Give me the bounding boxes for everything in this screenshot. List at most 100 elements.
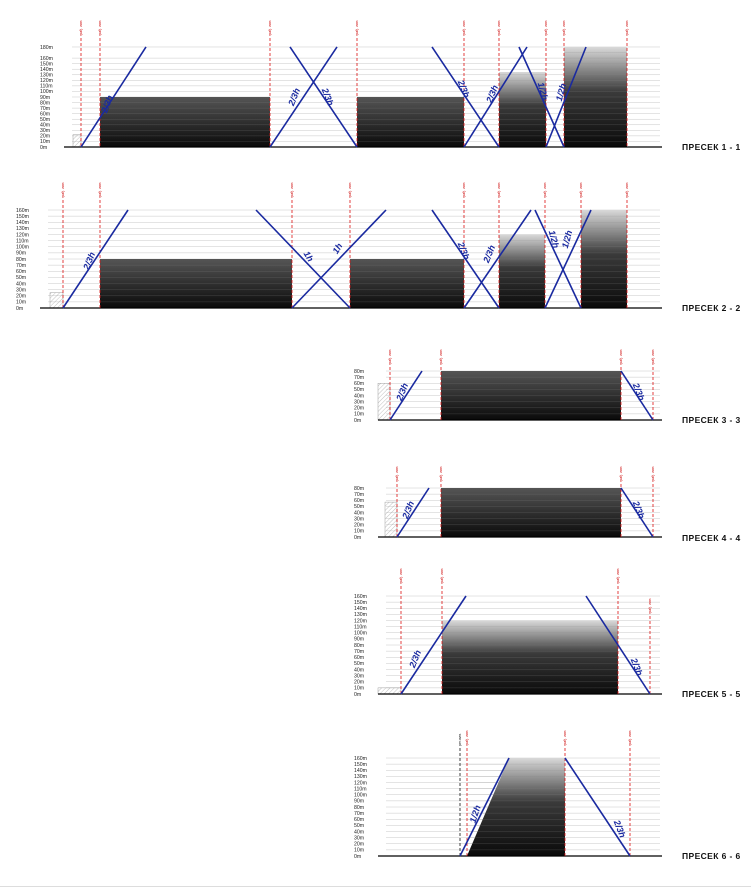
y-tick-label: 70m xyxy=(354,375,364,381)
building-line-label: грађ. лин. xyxy=(462,182,466,198)
y-tick-label: 80m xyxy=(16,257,26,263)
height-limit-diagonal xyxy=(620,370,654,421)
y-tick-label: 10m xyxy=(354,686,364,692)
y-tick-label: 0m xyxy=(40,145,47,151)
y-tick-label: 60m xyxy=(354,381,364,387)
y-tick-label: 120m xyxy=(40,78,53,84)
section-s2: 0m10m20m30m40m50m60m70m80m90m100m110m120… xyxy=(16,182,741,313)
slope-label: 1h xyxy=(302,249,316,264)
height-limit-diagonal xyxy=(269,46,338,148)
y-tick-label: 80m xyxy=(40,100,50,106)
y-tick-label: 130m xyxy=(16,226,29,232)
section-label: ПРЕСЕК 1 - 1 xyxy=(682,142,741,152)
height-limit-diagonal xyxy=(544,209,592,309)
building-line-label: грађ. лин. xyxy=(290,182,294,198)
building-line-label: грађ. лин. xyxy=(388,349,392,365)
y-tick-label: 150m xyxy=(16,214,29,220)
building-line-label: грађ. лин. xyxy=(440,568,444,584)
y-tick-label: 50m xyxy=(354,661,364,667)
building-line-label: грађ. лин. xyxy=(651,349,655,365)
y-tick-label: 20m xyxy=(354,680,364,686)
slope-label: 2/3h xyxy=(630,381,647,403)
height-limit-diagonal xyxy=(620,487,654,538)
y-tick-label: 90m xyxy=(16,251,26,257)
existing-building-hatch xyxy=(384,501,398,538)
slope-label: 2/3h xyxy=(407,648,424,670)
y-tick-label: 180m xyxy=(40,45,53,51)
y-tick-label: 30m xyxy=(354,673,364,679)
height-limit-diagonal xyxy=(80,46,147,148)
height-limit-diagonal xyxy=(291,209,387,309)
y-tick-label: 150m xyxy=(354,600,367,606)
y-tick-label: 140m xyxy=(40,67,53,73)
height-limit-diagonal xyxy=(400,595,467,695)
y-tick-label: 90m xyxy=(354,637,364,643)
y-tick-label: 70m xyxy=(354,811,364,817)
slope-label: 1h xyxy=(330,241,344,256)
y-tick-label: 50m xyxy=(354,823,364,829)
y-tick-label: 150m xyxy=(40,61,53,67)
building-line-label: грађ. лин. xyxy=(579,182,583,198)
y-tick-label: 130m xyxy=(354,612,367,618)
building-line-label: грађ. лин. xyxy=(497,182,501,198)
slope-label: 1/2h xyxy=(560,229,574,249)
y-tick-label: 40m xyxy=(354,393,364,399)
slope-label: 1/2h xyxy=(547,229,561,249)
y-tick-label: 90m xyxy=(354,799,364,805)
y-tick-label: 60m xyxy=(354,817,364,823)
building-line-label: грађ. лин. xyxy=(497,20,501,36)
existing-building-hatch xyxy=(72,134,82,148)
y-tick-label: 20m xyxy=(16,294,26,300)
building-line-label: грађ. лин. xyxy=(61,182,65,198)
y-tick-label: 10m xyxy=(354,412,364,418)
building-mass xyxy=(357,96,464,147)
section-label: ПРЕСЕК 5 - 5 xyxy=(682,689,741,699)
y-tick-label: 40m xyxy=(40,123,50,129)
building-line-label: грађ. лин. xyxy=(439,349,443,365)
y-tick-label: 90m xyxy=(40,95,50,101)
slope-label: 2/3h xyxy=(455,240,472,262)
building-line-label: грађ. лин. xyxy=(543,182,547,198)
slope-label: 2/3h xyxy=(611,818,628,840)
building-mass xyxy=(100,96,270,147)
y-tick-label: 50m xyxy=(354,387,364,393)
y-tick-label: 30m xyxy=(354,516,364,522)
y-tick-label: 160m xyxy=(354,756,367,762)
building-line-label: грађ. лин. xyxy=(651,466,655,482)
building-line-label: грађ. лин. xyxy=(619,349,623,365)
y-tick-label: 110m xyxy=(354,624,367,630)
y-tick-label: 110m xyxy=(40,84,53,90)
y-tick-label: 120m xyxy=(354,618,367,624)
y-tick-label: 0m xyxy=(16,306,23,312)
y-tick-label: 80m xyxy=(354,369,364,375)
building-line-label: грађ. лин. xyxy=(348,182,352,198)
y-tick-label: 80m xyxy=(354,486,364,492)
height-limit-diagonal xyxy=(255,209,351,309)
y-tick-label: 30m xyxy=(354,835,364,841)
height-limit-diagonal xyxy=(431,209,500,309)
height-limit-diagonal xyxy=(389,370,423,421)
y-tick-label: 50m xyxy=(16,275,26,281)
y-tick-label: 160m xyxy=(16,208,29,214)
y-tick-label: 100m xyxy=(40,89,53,95)
building-line-label: грађ. лин. xyxy=(648,598,652,614)
slope-label: 2/3h xyxy=(319,86,336,108)
building-line-label: грађ. лин. xyxy=(562,20,566,36)
y-tick-label: 20m xyxy=(354,842,364,848)
y-tick-label: 70m xyxy=(16,263,26,269)
page-bottom-rule xyxy=(0,886,751,887)
section-s5: 0m10m20m30m40m50m60m70m80m90m100m110m120… xyxy=(354,568,741,699)
y-tick-label: 140m xyxy=(354,768,367,774)
height-limit-diagonal xyxy=(289,46,358,148)
y-tick-label: 40m xyxy=(354,667,364,673)
y-tick-label: 130m xyxy=(354,774,367,780)
y-tick-label: 100m xyxy=(16,245,29,251)
building-line-label: грађ. лин. xyxy=(625,182,629,198)
section-label: ПРЕСЕК 2 - 2 xyxy=(682,303,741,313)
section-label: ПРЕСЕК 4 - 4 xyxy=(682,533,741,543)
y-tick-label: 110m xyxy=(354,786,367,792)
building-line-label: грађ. лин. xyxy=(625,20,629,36)
building-line-label: грађ. лин. xyxy=(98,182,102,198)
y-tick-label: 150m xyxy=(354,762,367,768)
building-mass xyxy=(499,71,546,147)
